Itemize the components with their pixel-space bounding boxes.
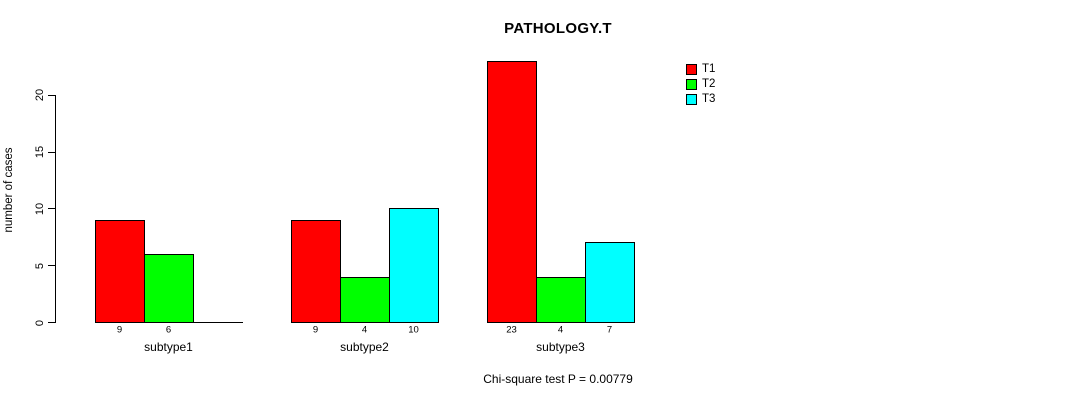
legend-swatch-t1 bbox=[686, 63, 697, 75]
legend-label-t1: T1 bbox=[702, 62, 716, 75]
bar-value-label: 9 bbox=[116, 324, 123, 336]
chi-square-annotation: Chi-square test P = 0.00779 bbox=[483, 372, 633, 386]
y-tick bbox=[48, 151, 55, 153]
bar bbox=[291, 220, 341, 323]
bar bbox=[536, 277, 586, 323]
y-tick bbox=[48, 208, 55, 210]
bar bbox=[340, 277, 390, 323]
legend-item-t3: T3 bbox=[686, 92, 715, 106]
y-tick-label: 10 bbox=[34, 202, 46, 216]
bar bbox=[389, 208, 439, 323]
y-axis-label: number of cases bbox=[3, 147, 15, 233]
x-category-label: subtype3 bbox=[536, 340, 585, 354]
x-category-label: subtype1 bbox=[144, 340, 193, 354]
y-tick-label: 20 bbox=[34, 89, 46, 102]
legend-swatch-t2 bbox=[686, 78, 697, 90]
legend-item-t1: T1 bbox=[686, 62, 715, 76]
bar bbox=[95, 220, 145, 323]
bar bbox=[585, 242, 635, 323]
x-category-label: subtype2 bbox=[340, 340, 389, 354]
legend-label-t2: T2 bbox=[702, 77, 716, 90]
bar-value-label: 10 bbox=[408, 324, 419, 336]
bar-value-label: 4 bbox=[557, 324, 564, 336]
bar bbox=[193, 322, 243, 323]
y-tick-label: 5 bbox=[34, 262, 46, 269]
y-tick bbox=[48, 322, 55, 323]
y-tick-label: 0 bbox=[34, 319, 46, 326]
chart-title: PATHOLOGY.T bbox=[504, 20, 612, 37]
y-tick-label: 15 bbox=[34, 145, 46, 159]
bar-value-label: 23 bbox=[506, 324, 517, 336]
bar bbox=[144, 254, 194, 323]
legend-label-t3: T3 bbox=[702, 92, 716, 105]
bar-value-label: 9 bbox=[312, 324, 319, 336]
bar-value-label: 7 bbox=[606, 324, 613, 336]
bar bbox=[487, 61, 537, 323]
bar-value-label: 6 bbox=[165, 324, 172, 336]
legend-item-t2: T2 bbox=[686, 77, 715, 91]
bar-value-label: 4 bbox=[361, 324, 368, 336]
y-axis-line bbox=[55, 94, 56, 323]
legend: T1 T2 T3 bbox=[686, 62, 715, 107]
y-tick bbox=[48, 94, 55, 96]
y-tick bbox=[48, 265, 55, 267]
legend-swatch-t3 bbox=[686, 93, 697, 105]
